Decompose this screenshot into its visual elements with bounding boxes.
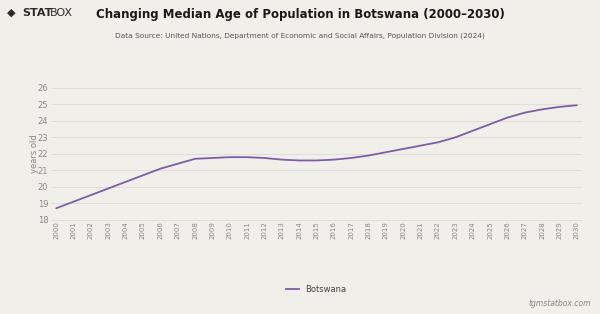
Text: ◆: ◆ — [7, 8, 16, 18]
Legend: Botswana: Botswana — [283, 282, 350, 297]
Text: tgmstatbox.com: tgmstatbox.com — [529, 299, 591, 308]
Y-axis label: years old: years old — [31, 134, 40, 173]
Text: STAT: STAT — [22, 8, 53, 18]
Text: Changing Median Age of Population in Botswana (2000–2030): Changing Median Age of Population in Bot… — [95, 8, 505, 21]
Text: BOX: BOX — [50, 8, 73, 18]
Text: Data Source: United Nations, Department of Economic and Social Affairs, Populati: Data Source: United Nations, Department … — [115, 33, 485, 40]
